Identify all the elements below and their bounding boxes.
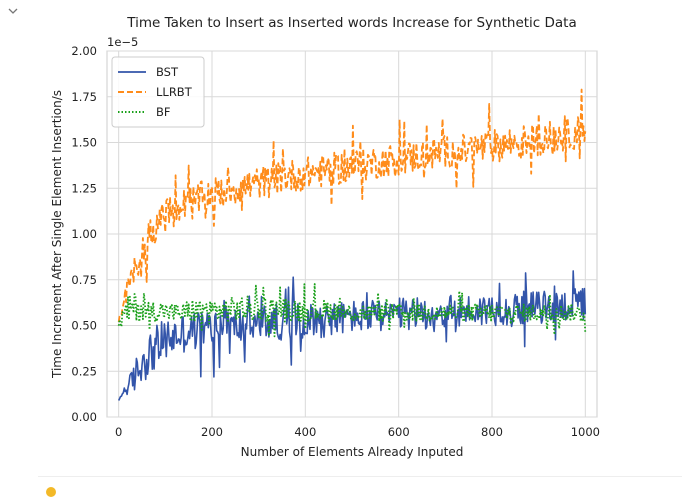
legend-label: BST	[156, 65, 179, 79]
x-tick-label: 1000	[571, 425, 600, 439]
y-tick-label: 0.25	[71, 364, 97, 378]
lightbulb-icon	[46, 487, 56, 497]
footer-divider	[38, 476, 682, 477]
legend: BST LLRBT BF	[111, 56, 205, 128]
y-tick-label: 1.50	[71, 136, 97, 150]
y-axis-label: Time Increment After Single Element Inse…	[50, 90, 64, 379]
x-tick-label: 0	[115, 425, 122, 439]
y-tick-label: 2.00	[71, 44, 97, 58]
y-tick-label: 1.25	[71, 181, 97, 195]
y-tick-label: 1.75	[71, 90, 97, 104]
y-tick-label: 1.00	[71, 227, 97, 241]
x-tick-label: 800	[481, 425, 503, 439]
x-tick-label: 400	[294, 425, 316, 439]
y-tick-label: 0.00	[71, 410, 97, 424]
y-axis-ticks: 0.00 0.25 0.50 0.75 1.00 1.25 1.50 1.75 2.00	[71, 44, 97, 424]
series-layer	[117, 88, 587, 401]
legend-label: LLRBT	[156, 85, 193, 99]
legend-box	[111, 56, 205, 128]
line-chart: 0 200 400 600 800 1000 0.00 0.25 0.50 0.75 1.00 1.…	[50, 15, 600, 459]
chart-title: Time Taken to Insert as Inserted words I…	[126, 15, 577, 31]
series-line-llrbt	[117, 88, 587, 323]
x-tick-label: 600	[388, 425, 410, 439]
x-axis-ticks: 0 200 400 600 800 1000	[115, 425, 600, 439]
x-axis-label: Number of Elements Already Inputed	[241, 445, 464, 459]
y-scale-label: 1e−5	[107, 35, 138, 49]
legend-label: BF	[156, 105, 171, 119]
x-tick-label: 200	[201, 425, 223, 439]
y-tick-label: 0.50	[71, 319, 97, 333]
chevron-down-icon[interactable]	[6, 4, 20, 18]
y-tick-label: 0.75	[71, 273, 97, 287]
